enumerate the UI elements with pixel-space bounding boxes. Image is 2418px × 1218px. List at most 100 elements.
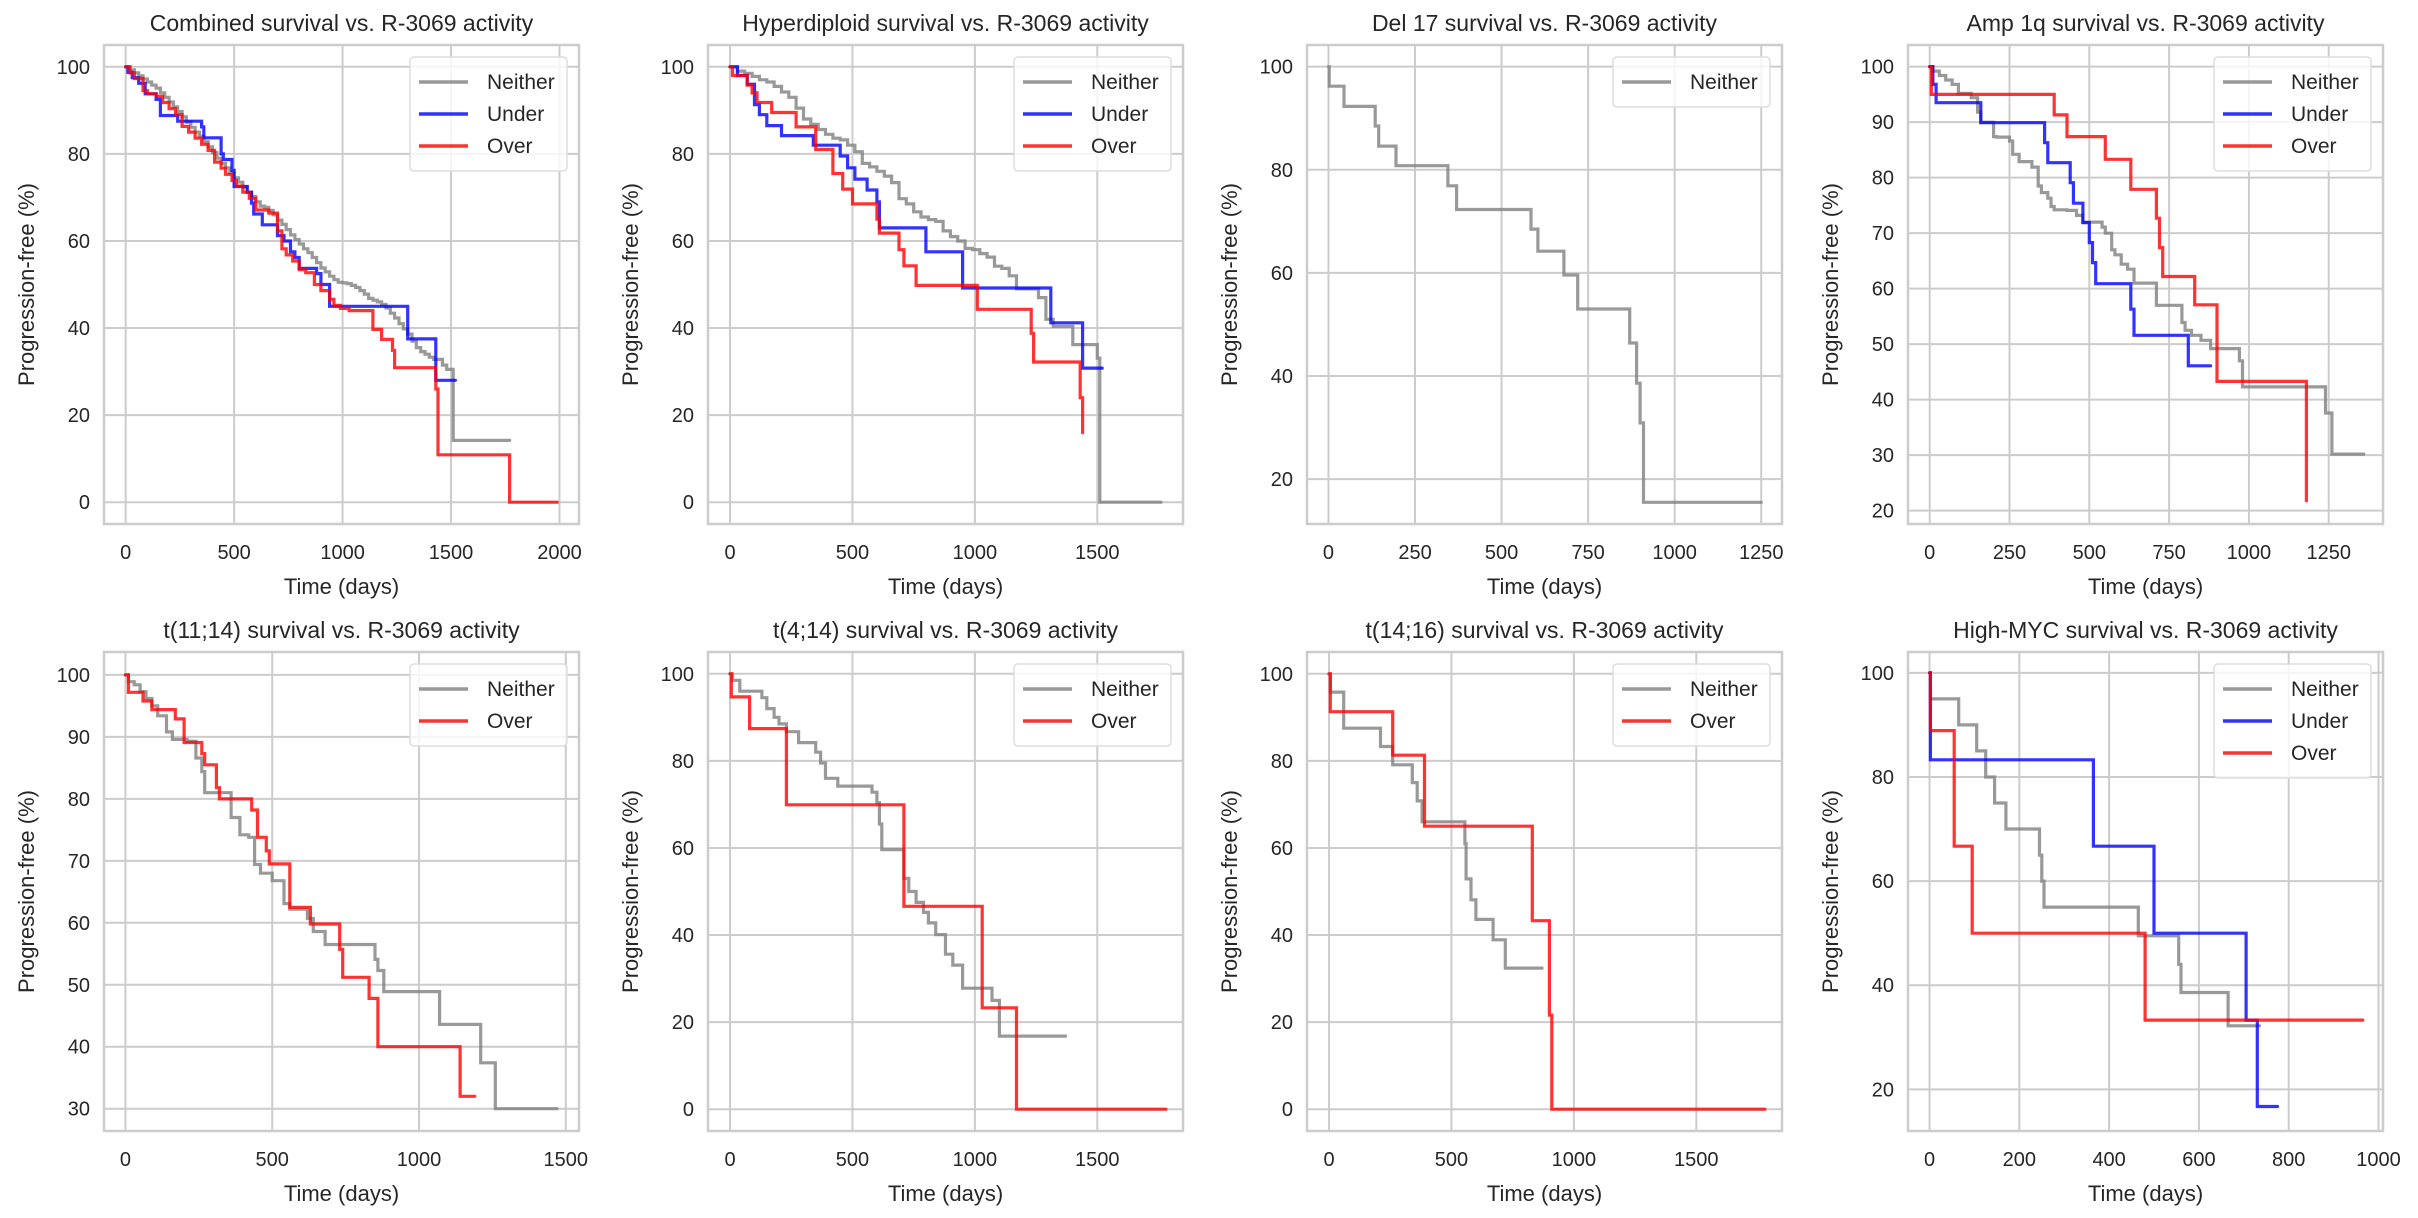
x-tick-label: 1250 (1739, 542, 1784, 564)
panel-t-11-14: 0 500 1000 1500 30 40 50 60 70 80 90 100 t(11;14) su… (14, 617, 588, 1206)
legend-label-neither: Neither (1690, 678, 1758, 701)
km-curve-over (124, 65, 559, 504)
x-tick-label: 500 (217, 542, 250, 564)
legend: Neither Over (1013, 663, 1172, 747)
legend-label-over: Over (487, 710, 533, 733)
x-tick-label: 500 (1485, 542, 1518, 564)
legend-label-over: Over (487, 135, 533, 158)
legend-label-neither: Neither (2291, 678, 2359, 701)
y-tick-label: 80 (1271, 160, 1293, 182)
km-curve-neither (1928, 65, 2366, 456)
chart-title: t(4;14) survival vs. R-3069 activity (773, 617, 1119, 643)
y-axis-label: Progression-free (%) (618, 183, 643, 386)
legend: Neither Under Over (2213, 663, 2372, 779)
legend: Neither Under Over (409, 56, 568, 172)
y-tick-label: 60 (68, 913, 90, 935)
y-tick-label: 20 (1872, 501, 1894, 523)
km-curve-under (1928, 65, 2213, 368)
legend-box (409, 56, 568, 172)
legend-box (2213, 663, 2372, 779)
panel-t-14-16: 0 500 1000 1500 0 20 40 60 80 100 t(14;16) surviva… (1217, 617, 1784, 1206)
x-tick-label: 1500 (1075, 542, 1120, 564)
legend-label-over: Over (1091, 135, 1137, 158)
y-tick-label: 80 (68, 144, 90, 166)
panel-hyperdiploid: 0 500 1000 1500 0 20 40 60 80 100 Hyperdiploid sur… (618, 10, 1185, 599)
y-axis-label: Progression-free (%) (14, 790, 39, 993)
y-tick-label: 0 (683, 492, 694, 514)
panel-high-myc: 0 200 400 600 800 1000 20 40 60 80 100 High-MYC sur… (1818, 617, 2401, 1206)
x-tick-label: 1000 (2356, 1149, 2401, 1171)
y-tick-label: 100 (57, 57, 90, 79)
legend-box (409, 663, 568, 747)
y-tick-label: 60 (1872, 871, 1894, 893)
y-tick-label: 100 (57, 665, 90, 687)
legend-label-neither: Neither (1690, 71, 1758, 94)
legend: Neither (1612, 56, 1771, 108)
y-tick-label: 70 (1872, 223, 1894, 245)
y-tick-label: 80 (1872, 767, 1894, 789)
km-curve-over (1928, 65, 2308, 503)
y-tick-label: 20 (68, 405, 90, 427)
y-axis-label: Progression-free (%) (618, 790, 643, 993)
x-tick-label: 250 (1993, 542, 2026, 564)
km-curve-neither (124, 65, 512, 442)
y-tick-label: 50 (68, 975, 90, 997)
axes-frame (706, 43, 1185, 526)
y-tick-label: 70 (68, 851, 90, 873)
legend: Neither Under Over (1013, 56, 1172, 172)
x-tick-label: 0 (120, 1149, 131, 1171)
x-tick-label: 500 (2073, 542, 2106, 564)
km-curve-under (124, 65, 457, 382)
x-tick-label: 500 (256, 1149, 289, 1171)
axes-frame (1305, 650, 1784, 1133)
y-tick-label: 20 (1872, 1079, 1894, 1101)
panel-combined: 0 500 1000 1500 2000 0 20 40 60 80 100 Combined sur… (14, 10, 582, 599)
y-tick-label: 40 (672, 925, 694, 947)
chart-title: Combined survival vs. R-3069 activity (150, 10, 534, 36)
y-tick-label: 60 (1271, 263, 1293, 285)
chart-title: Del 17 survival vs. R-3069 activity (1372, 10, 1718, 36)
x-tick-label: 800 (2272, 1149, 2305, 1171)
y-axis-label: Progression-free (%) (1217, 790, 1242, 993)
x-tick-label: 0 (724, 542, 735, 564)
legend-box (1612, 56, 1771, 108)
x-axis-label: Time (days) (1487, 1181, 1602, 1206)
legend-box (1013, 663, 1172, 747)
x-tick-label: 1500 (544, 1149, 589, 1171)
legend-label-over: Over (2291, 135, 2337, 158)
x-axis-label: Time (days) (2088, 1181, 2203, 1206)
y-tick-label: 60 (1872, 279, 1894, 301)
legend-label-under: Under (2291, 103, 2348, 126)
x-tick-label: 600 (2182, 1149, 2215, 1171)
km-curve-over (123, 673, 477, 1098)
x-tick-label: 1500 (1674, 1149, 1719, 1171)
y-tick-label: 100 (661, 664, 694, 686)
x-tick-label: 0 (724, 1149, 735, 1171)
km-curve-neither (1928, 671, 2262, 1028)
legend-label-under: Under (487, 103, 544, 126)
x-tick-label: 1500 (429, 542, 474, 564)
x-tick-label: 200 (2003, 1149, 2036, 1171)
x-tick-label: 500 (836, 1149, 869, 1171)
y-tick-label: 100 (1861, 663, 1894, 685)
chart-title: t(14;16) survival vs. R-3069 activity (1366, 617, 1724, 643)
x-axis-label: Time (days) (888, 1181, 1003, 1206)
y-tick-label: 20 (1271, 469, 1293, 491)
legend-box (2213, 56, 2372, 172)
legend: Neither Over (409, 663, 568, 747)
y-tick-label: 40 (1872, 975, 1894, 997)
y-tick-label: 0 (79, 492, 90, 514)
axes-frame (1906, 43, 2385, 526)
y-tick-label: 40 (672, 318, 694, 340)
x-tick-label: 1250 (2306, 542, 2351, 564)
x-tick-label: 400 (2092, 1149, 2125, 1171)
km-curve-over (1327, 672, 1767, 1111)
axes-frame (1305, 43, 1784, 526)
km-curve-neither (1326, 65, 1763, 504)
legend-label-over: Over (1690, 710, 1736, 733)
legend: Neither Over (1612, 663, 1771, 747)
chart-title: Amp 1q survival vs. R-3069 activity (1967, 10, 2325, 36)
y-tick-label: 30 (68, 1099, 90, 1121)
y-tick-label: 40 (1271, 925, 1293, 947)
